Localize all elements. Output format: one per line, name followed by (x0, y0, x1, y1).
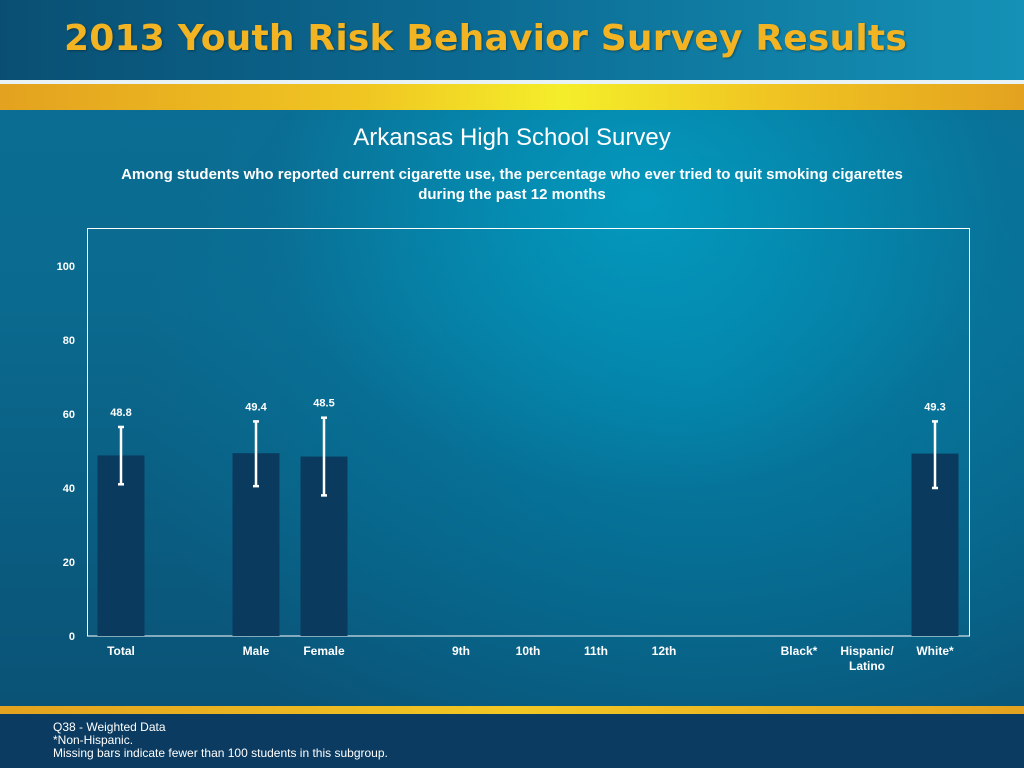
y-tick-label: 20 (63, 557, 75, 569)
y-tick-label: 80 (63, 335, 75, 347)
footnote-non-hispanic: *Non-Hispanic. (53, 733, 134, 747)
chart-title: Arkansas High School Survey (353, 124, 671, 151)
x-tick-label: White* (916, 644, 954, 658)
header-divider-white (0, 80, 1024, 84)
footnote-missing-bars: Missing bars indicate fewer than 100 stu… (53, 746, 388, 760)
x-tick-label: Female (303, 644, 345, 658)
slide-title: 2013 Youth Risk Behavior Survey Results (64, 18, 907, 59)
x-tick-label: 12th (652, 644, 677, 658)
x-tick-label: Black* (781, 644, 818, 658)
x-tick-label: 9th (452, 644, 470, 658)
x-tick-label: Total (107, 644, 135, 658)
y-tick-label: 0 (69, 631, 75, 643)
x-tick-label: Male (243, 644, 270, 658)
header-band (0, 0, 1024, 80)
footer-band (0, 714, 1024, 768)
chart-subtitle: Among students who reported current ciga… (121, 166, 903, 203)
data-label: 49.4 (245, 401, 267, 413)
plot-frame (87, 228, 970, 636)
data-label: 48.8 (110, 407, 131, 419)
x-tick-label-line2: Latino (849, 659, 885, 673)
data-label: 49.3 (924, 401, 945, 413)
footer-stripe (0, 706, 1024, 714)
x-tick-label: Hispanic/ (840, 644, 894, 658)
x-tick-label: 10th (516, 644, 541, 658)
y-tick-label: 100 (57, 261, 75, 273)
header-divider-gold (0, 84, 1024, 110)
x-tick-label: 11th (584, 644, 608, 658)
y-tick-label: 60 (63, 409, 75, 421)
footnotes: Q38 - Weighted Data *Non-Hispanic. Missi… (53, 721, 388, 760)
data-label: 48.5 (313, 398, 334, 410)
footnote-weighted: Q38 - Weighted Data (53, 720, 166, 734)
y-tick-label: 40 (63, 483, 75, 495)
